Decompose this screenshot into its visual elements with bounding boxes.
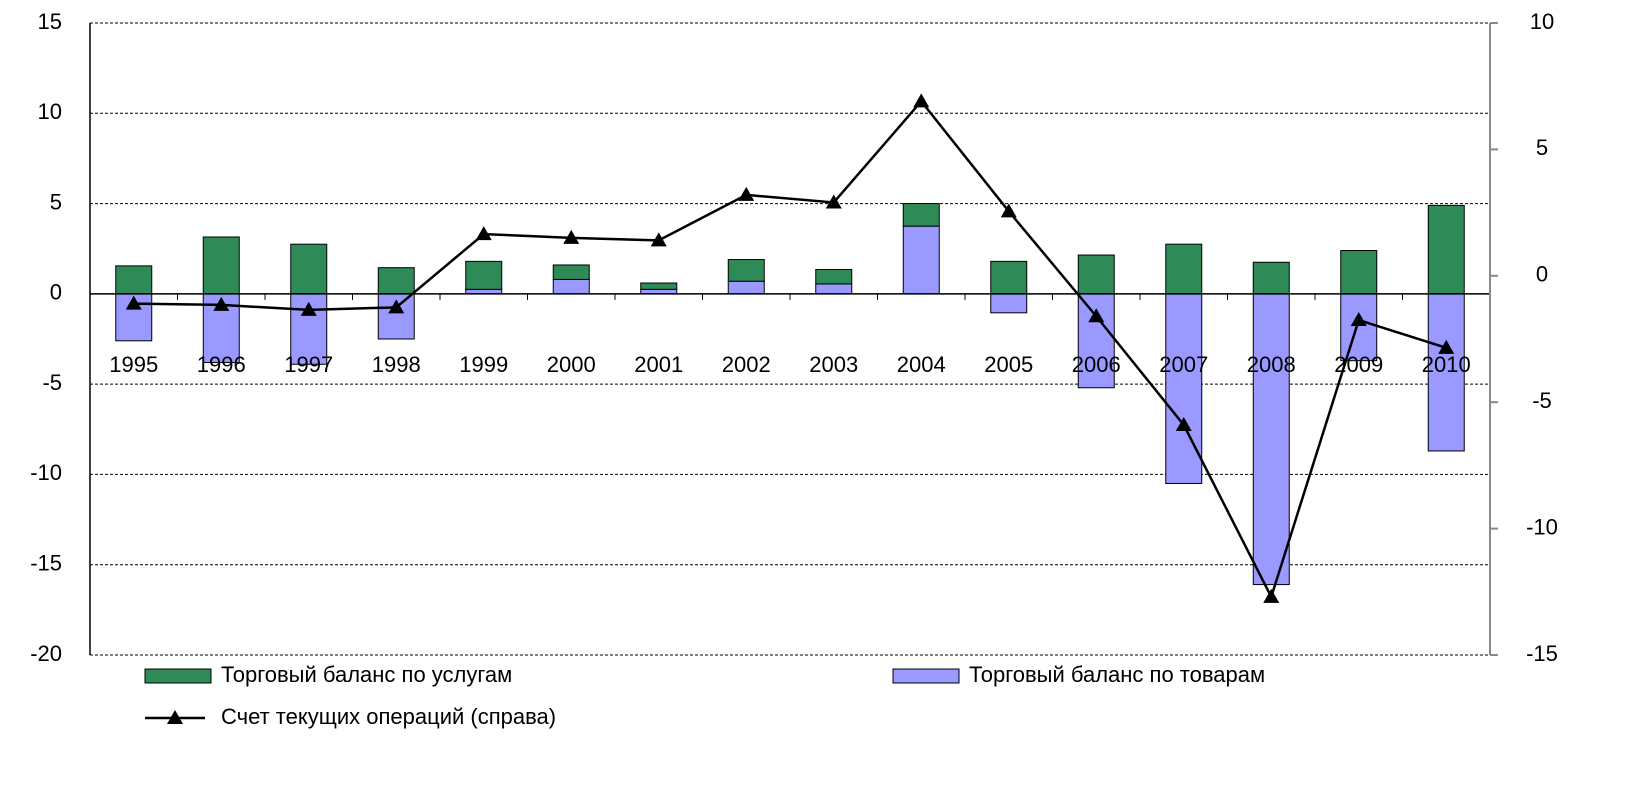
bar — [290, 243, 328, 295]
line-marker — [213, 296, 230, 311]
bar — [902, 203, 940, 227]
legend-label: Торговый баланс по товарам — [969, 662, 1265, 687]
bar — [1427, 204, 1465, 295]
y-tick-label: -15 — [30, 551, 62, 576]
line-marker — [738, 186, 755, 201]
y-tick-label: -5 — [42, 370, 62, 395]
x-tick-label: 2000 — [547, 352, 596, 377]
y-tick-label: 5 — [50, 189, 62, 214]
line-marker — [1088, 308, 1105, 323]
x-tick-label: 2007 — [1159, 352, 1208, 377]
line-marker — [1350, 312, 1367, 327]
x-tick-label: 2004 — [897, 352, 946, 377]
bar — [552, 264, 590, 280]
y-tick-label: 15 — [38, 9, 62, 34]
line-marker — [913, 93, 930, 108]
bar — [815, 283, 853, 295]
y2-tick-label: 0 — [1536, 262, 1548, 287]
y-tick-label: -20 — [30, 641, 62, 666]
bar — [1340, 293, 1378, 362]
bar — [1340, 250, 1378, 295]
bar — [1077, 254, 1115, 295]
line-marker — [1000, 203, 1017, 218]
line-marker — [300, 301, 317, 316]
legend-label: Торговый баланс по услугам — [221, 662, 512, 687]
line-marker — [125, 295, 142, 310]
x-tick-label: 1995 — [109, 352, 158, 377]
bar — [640, 282, 678, 290]
x-tick-label: 1998 — [372, 352, 421, 377]
bar — [990, 293, 1028, 314]
x-tick-label: 1997 — [284, 352, 333, 377]
legend-label: Счет текущих операций (справа) — [221, 704, 556, 729]
legend-swatch — [144, 668, 212, 684]
bar — [902, 225, 940, 295]
y2-tick-label: -5 — [1532, 388, 1552, 413]
bar — [115, 265, 153, 295]
line-marker — [1263, 588, 1280, 603]
y2-tick-label: 10 — [1530, 9, 1554, 34]
line — [133, 99, 1447, 601]
bar — [377, 267, 415, 295]
bar — [202, 236, 240, 295]
bar — [465, 260, 503, 290]
y2-tick-label: -15 — [1526, 641, 1558, 666]
line-marker — [1438, 339, 1455, 354]
line-marker — [650, 232, 667, 247]
bar — [990, 260, 1028, 295]
bar — [727, 259, 765, 282]
x-tick-label: 2001 — [634, 352, 683, 377]
bar — [1427, 293, 1465, 452]
x-tick-label: 2010 — [1422, 352, 1471, 377]
bar — [815, 268, 853, 285]
bar — [1165, 243, 1203, 295]
bar — [552, 278, 590, 295]
line-marker — [825, 194, 842, 209]
line-marker — [563, 229, 580, 244]
y-tick-label: 10 — [38, 99, 62, 124]
bar — [1252, 293, 1290, 586]
line-marker — [167, 710, 183, 724]
y2-tick-label: -10 — [1526, 514, 1558, 539]
y-tick-label: -10 — [30, 460, 62, 485]
y2-tick-label: 5 — [1536, 135, 1548, 160]
bar — [1165, 293, 1203, 484]
x-tick-label: 2002 — [722, 352, 771, 377]
y-tick-label: 0 — [50, 280, 62, 305]
line-marker — [475, 226, 492, 241]
x-tick-label: 2006 — [1072, 352, 1121, 377]
x-tick-label: 1996 — [197, 352, 246, 377]
x-tick-label: 1999 — [459, 352, 508, 377]
bar — [727, 280, 765, 295]
x-tick-label: 2003 — [809, 352, 858, 377]
line-marker — [1175, 416, 1192, 431]
line-marker — [388, 299, 405, 314]
bar — [1252, 261, 1290, 295]
x-tick-label: 2008 — [1247, 352, 1296, 377]
legend-swatch — [892, 668, 960, 684]
x-tick-label: 2005 — [984, 352, 1033, 377]
